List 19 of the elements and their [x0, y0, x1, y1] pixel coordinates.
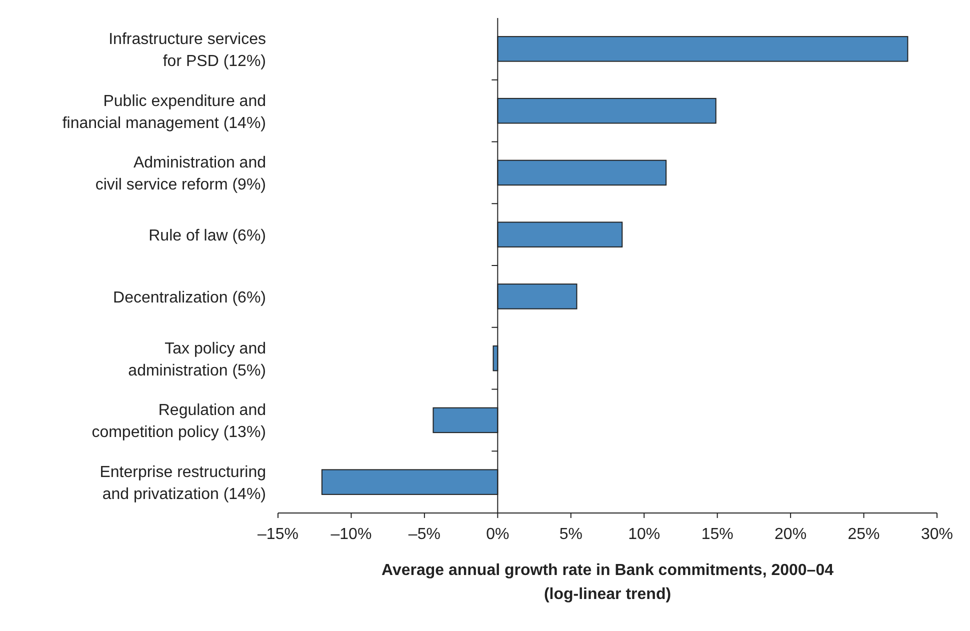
y-tick-label: Administration and civil service reform (9%): [95, 154, 266, 194]
y-tick-label: Decentralization (6%): [113, 289, 266, 306]
x-tick-label: 20%: [774, 526, 807, 543]
y-tick-label: Tax policy and administration (5%): [128, 340, 266, 380]
x-tick-label: 5%: [559, 526, 582, 543]
x-axis-title: Average annual growth rate in Bank commitments, 2000–04 (log-linear trend): [381, 562, 834, 603]
y-tick-label: Public expenditure and financial management (14%): [62, 92, 266, 132]
x-tick-label: 30%: [920, 526, 954, 543]
x-tick-label: 15%: [701, 526, 734, 543]
y-tick-label: Infrastructure services for PSD (12%): [108, 30, 266, 70]
x-tick-label: 25%: [848, 526, 880, 543]
x-tick-label: 10%: [628, 526, 660, 543]
y-tick-label: Rule of law (6%): [148, 228, 266, 245]
x-tick-label: –15%: [258, 526, 298, 543]
x-tick-label: –10%: [330, 526, 372, 543]
y-tick-label: Enterprise restructuring and privatization (14%): [100, 464, 266, 504]
y-tick-label: Regulation and competition policy (13%): [92, 402, 266, 442]
x-tick-label: 0%: [486, 526, 510, 543]
x-tick-label: –5%: [408, 526, 440, 543]
